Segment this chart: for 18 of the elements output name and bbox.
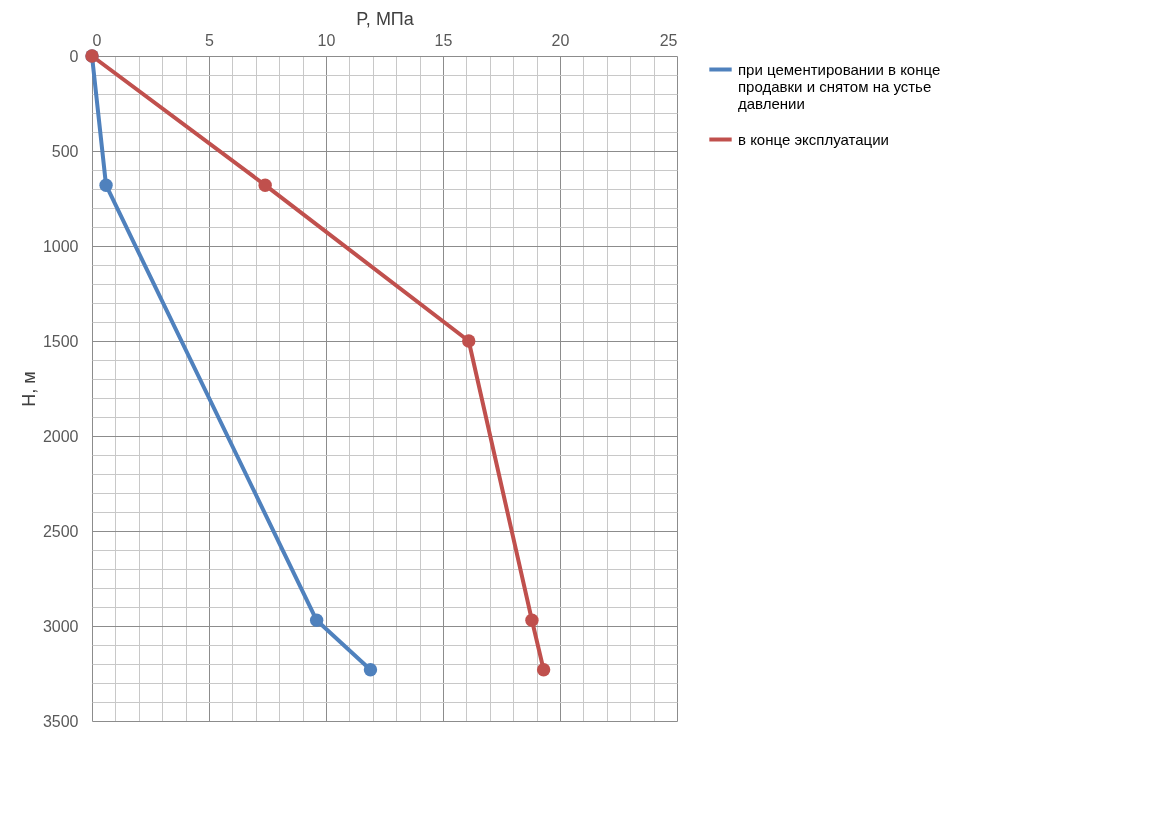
y-tick-label: 500 — [51, 142, 79, 160]
x-tick-label: 5 — [205, 31, 215, 49]
y-axis-title: H, м — [18, 371, 39, 407]
y-tick-label: 2500 — [42, 522, 79, 540]
x-tick-label: 10 — [317, 31, 336, 49]
x-tick-label: 0 — [92, 31, 102, 49]
x-tick-label: 20 — [551, 31, 570, 49]
y-tick-label: 0 — [69, 47, 79, 65]
y-tick-label: 3000 — [42, 617, 79, 635]
x-axis-title: P, МПа — [356, 8, 415, 29]
legend-label: в конце эксплуатации — [738, 130, 889, 148]
y-tick-label: 3500 — [42, 712, 79, 730]
y-tick-label: 1500 — [42, 332, 79, 350]
y-tick-label: 1000 — [42, 237, 79, 255]
x-tick-label: 15 — [434, 31, 453, 49]
y-tick-label: 2000 — [42, 427, 79, 445]
x-tick-label: 25 — [659, 31, 678, 49]
legend-label: при цементировании в конце продавки и снятом на устье давлении — [738, 60, 941, 112]
